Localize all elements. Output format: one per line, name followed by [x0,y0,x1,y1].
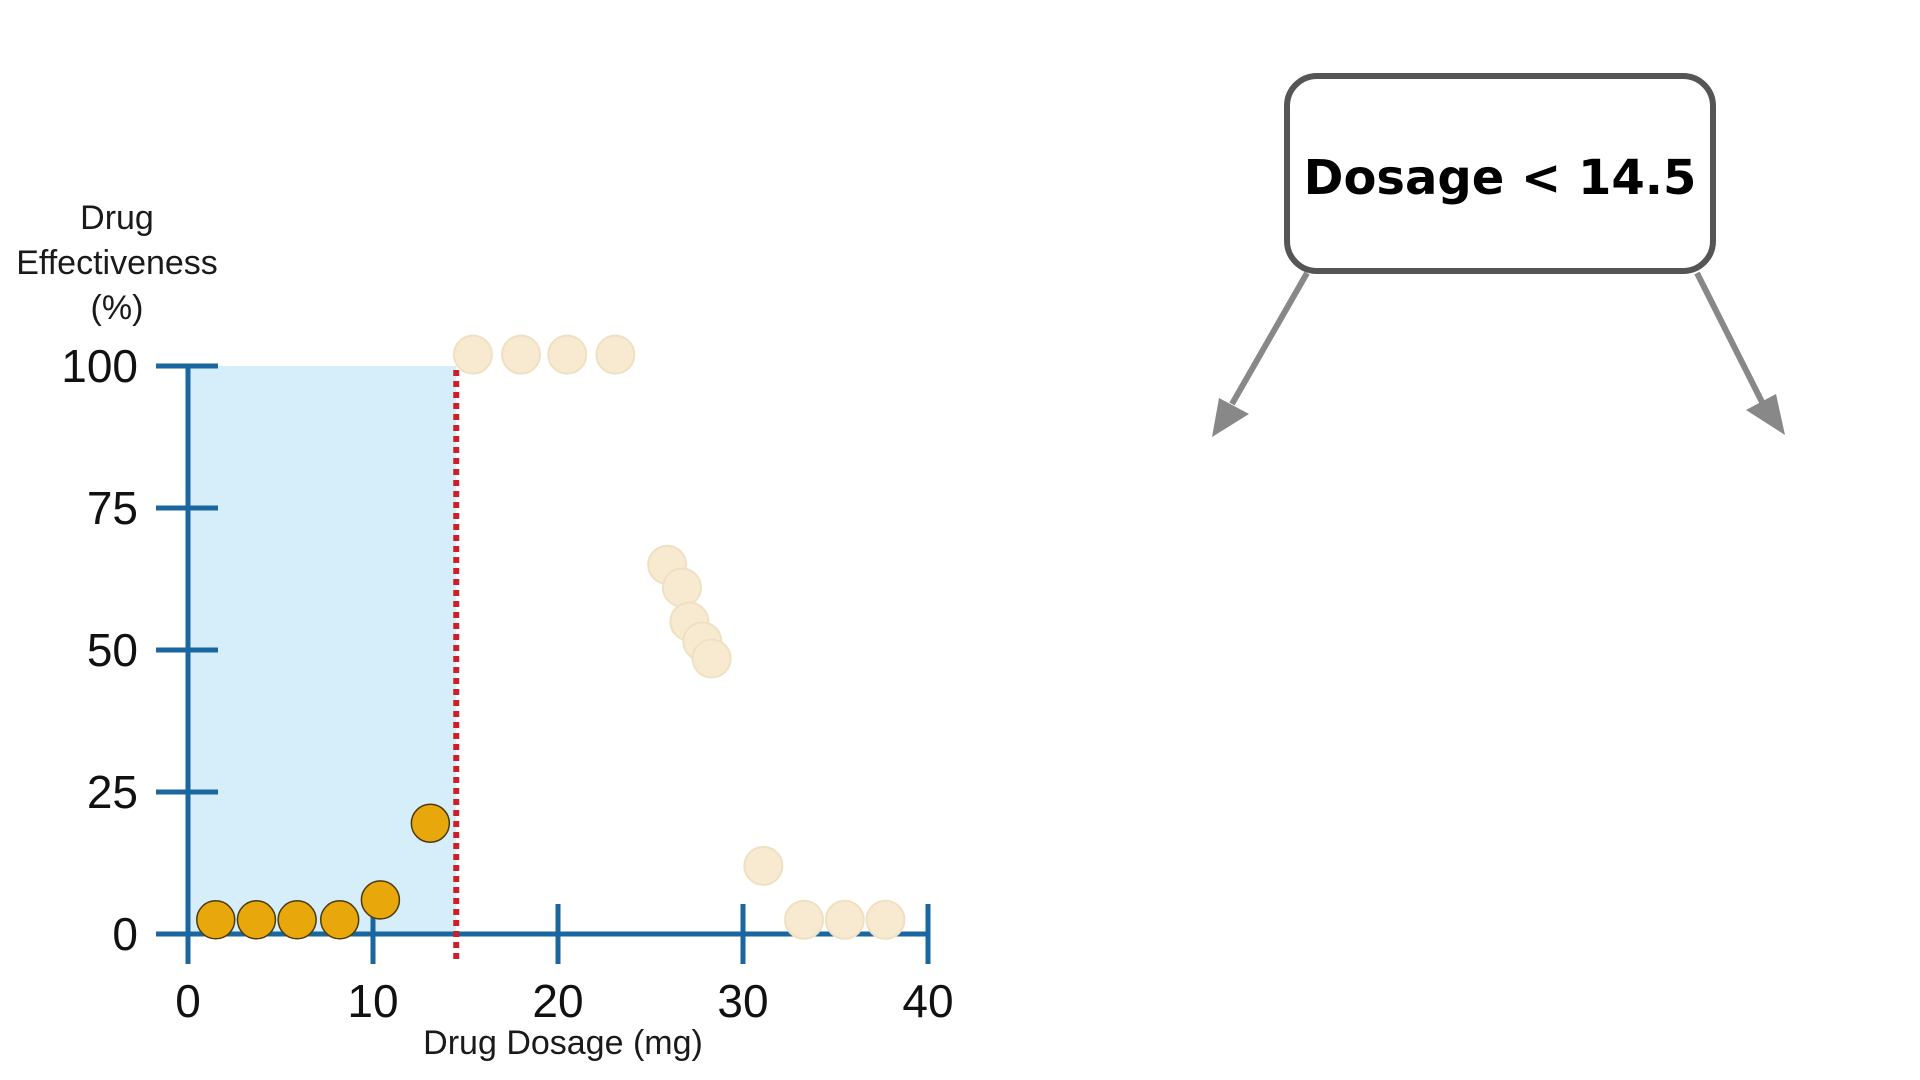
right-branch-line [1694,271,1765,404]
x-tick-label: 20 [532,975,583,1027]
y-tick-label: 75 [87,482,138,534]
faded-data-point [824,899,865,940]
highlighted-data-point [410,803,451,843]
data-points [196,334,906,940]
decision-region-shade [188,366,457,934]
x-tick-label: 10 [347,975,398,1027]
tree-root-node [1284,73,1716,274]
x-tick-label: 40 [902,975,953,1027]
y-tick-label: 50 [87,624,138,676]
highlighted-data-point [236,900,277,940]
y-axis-title-line-2: Effectiveness [16,244,218,282]
highlighted-data-point [360,880,401,920]
left-branch-line [1229,271,1310,406]
y-tick-label: 100 [61,340,138,392]
faded-data-point [547,334,588,375]
faded-data-point [452,334,493,375]
y-axis-title-line-1: Drug [80,199,154,237]
axes: 0 25 50 75 100 0 10 20 30 40 [61,340,953,1027]
highlighted-data-point [319,900,360,940]
decision-tree: Dosage < 14.5 [1212,73,1785,437]
tree-root-label: Dosage < 14.5 [1304,150,1697,206]
y-tick-label: 0 [112,908,138,960]
faded-data-point [865,899,906,940]
left-branch-arrowhead-icon [1212,398,1249,437]
faded-data-point [501,334,541,375]
y-tick-label: 25 [87,766,138,818]
x-tick-label: 0 [175,975,201,1027]
faded-data-point [595,334,636,375]
y-axis-title-line-3: (%) [91,289,144,327]
x-tick-label: 30 [717,975,768,1027]
right-branch-arrowhead-icon [1746,394,1785,435]
faded-data-point [743,845,784,886]
x-axis-title: Drug Dosage (mg) [423,1024,703,1062]
highlighted-data-point [196,900,236,940]
highlighted-data-point [277,900,317,940]
faded-data-point [784,899,825,940]
faded-data-point [661,567,702,608]
faded-data-point [691,638,732,679]
